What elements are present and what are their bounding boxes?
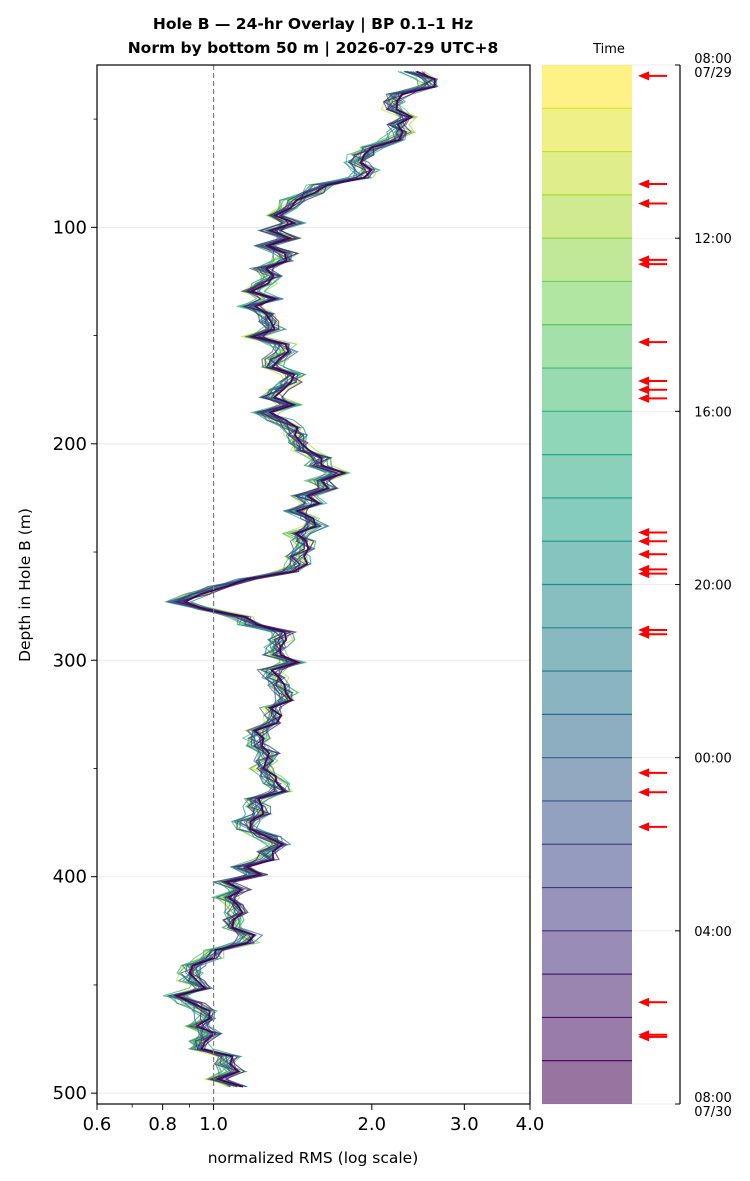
event-marker-arrowhead — [638, 385, 649, 395]
event-marker-arrowhead — [638, 569, 649, 579]
colorbar-bin — [542, 411, 632, 455]
colorbar-bin — [542, 930, 632, 975]
event-marker-arrowhead — [638, 629, 649, 639]
y-tick-label: 400 — [53, 867, 87, 888]
colorbar-bin — [542, 671, 632, 715]
time-tick-label: 04:00 — [694, 925, 731, 940]
time-tick-label: 20:00 — [694, 579, 731, 594]
event-marker-arrowhead — [638, 376, 649, 386]
time-tick-sublabel: 07/29 — [694, 66, 731, 81]
event-marker-arrowhead — [638, 179, 649, 189]
colorbar-bin — [542, 627, 632, 672]
colorbar-bin — [542, 887, 632, 931]
event-marker-arrowhead — [638, 71, 649, 81]
x-tick-label: 3.0 — [450, 1114, 479, 1135]
y-tick-label: 100 — [53, 217, 87, 238]
event-marker-arrowhead — [638, 768, 649, 778]
event-marker-arrowhead — [638, 787, 649, 797]
x-tick-label: 2.0 — [357, 1114, 386, 1135]
colorbar-bin — [542, 454, 632, 498]
event-marker-arrowhead — [638, 393, 649, 403]
colorbar-bin — [542, 65, 632, 109]
x-tick-label: 0.6 — [83, 1114, 112, 1135]
x-tick-label: 1.0 — [199, 1114, 228, 1135]
colorbar-bin — [542, 1017, 632, 1061]
colorbar-bin — [542, 1060, 632, 1104]
time-tick-label: 08:00 — [694, 1091, 731, 1106]
event-marker-arrowhead — [638, 549, 649, 559]
colorbar-bin — [542, 844, 632, 888]
colorbar-bin — [542, 584, 632, 628]
colorbar-bin — [542, 281, 632, 325]
time-tick-sublabel: 07/30 — [694, 1105, 731, 1120]
y-tick-label: 300 — [53, 650, 87, 671]
event-marker-arrowhead — [638, 997, 649, 1007]
event-marker-arrowhead — [638, 536, 649, 546]
series-line — [174, 70, 436, 1088]
time-tick-label: 12:00 — [694, 232, 731, 247]
colorbar-bin — [542, 714, 632, 758]
y-tick-label: 500 — [53, 1083, 87, 1104]
y-tick-label: 200 — [53, 434, 87, 455]
time-tick-label: 08:00 — [694, 52, 731, 67]
colorbar-bin — [542, 238, 632, 282]
chart-subtitle: Norm by bottom 50 m | 2026-07-29 UTC+8 — [128, 39, 499, 58]
time-tick-label: 00:00 — [694, 752, 731, 767]
colorbar — [542, 65, 632, 1104]
event-marker-arrowhead — [638, 822, 649, 832]
colorbar-bin — [542, 974, 632, 1018]
event-marker-arrowhead — [638, 1032, 649, 1042]
colorbar-label: Time — [592, 42, 625, 57]
y-axis-label: Depth in Hole B (m) — [16, 508, 34, 662]
time-tick-label: 16:00 — [694, 405, 731, 420]
colorbar-bin — [542, 324, 632, 369]
colorbar-bin — [542, 497, 632, 542]
colorbar-bin — [542, 757, 632, 801]
event-markers — [638, 71, 667, 1042]
axes: 0.6 0.8 1.0 2.0 3.0 4.010020030040050008:0007… — [53, 52, 732, 1135]
colorbar-bin — [542, 194, 632, 239]
x-axis-label: normalized RMS (log scale) — [208, 1149, 419, 1167]
colorbar-bin — [542, 541, 632, 585]
event-marker-arrowhead — [638, 259, 649, 269]
colorbar-bin — [542, 368, 632, 412]
colorbar-bin — [542, 151, 632, 195]
colorbar-bin — [542, 800, 632, 845]
profile-series — [162, 70, 439, 1088]
plot-frame — [96, 64, 531, 1105]
event-marker-arrowhead — [638, 337, 649, 347]
x-tick-label: 0.8 — [148, 1114, 177, 1135]
x-tick-label: 4.0 — [516, 1114, 545, 1135]
colorbar-bin — [542, 108, 632, 152]
event-marker-arrowhead — [638, 528, 649, 538]
event-marker-arrowhead — [638, 199, 649, 209]
chart-title: Hole B — 24-hr Overlay | BP 0.1–1 Hz — [153, 15, 473, 34]
